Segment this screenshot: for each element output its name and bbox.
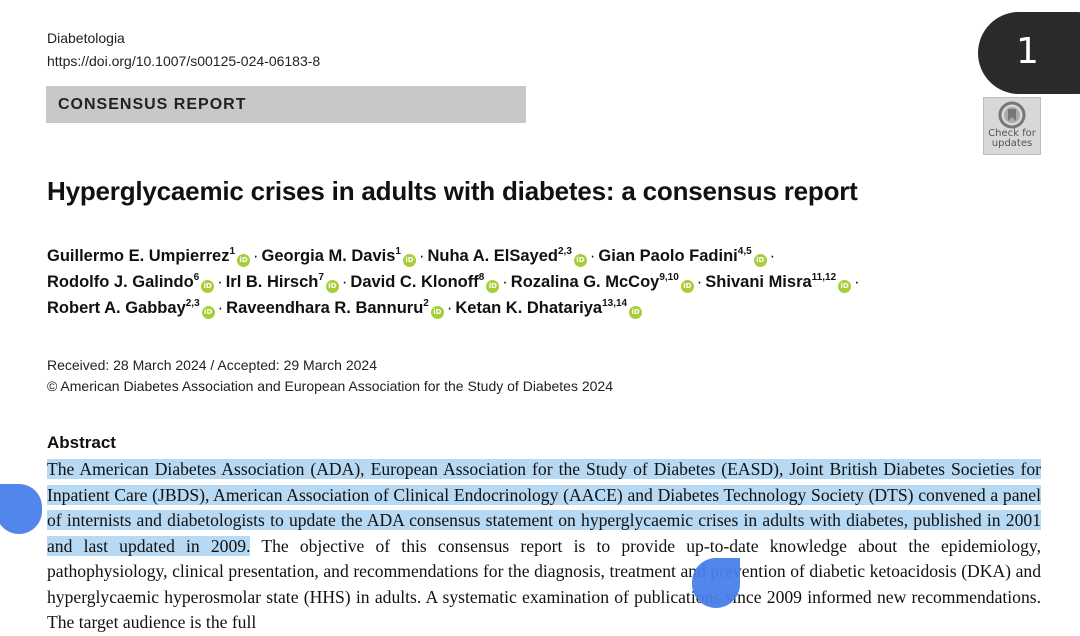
orcid-icon[interactable]: iD	[629, 306, 643, 319]
author-affiliation: 1	[229, 246, 236, 257]
orcid-icon[interactable]: iD	[430, 306, 444, 319]
author-affiliation: 13,14	[602, 298, 628, 309]
check-updates-line1: Check for	[988, 128, 1036, 139]
bookmark-ring-icon	[998, 101, 1026, 129]
author-separator: ·	[589, 247, 596, 265]
author-separator: ·	[253, 247, 259, 265]
author-label: David C. Klonoff	[350, 273, 479, 291]
author-affiliation: 6	[193, 272, 200, 283]
check-for-updates-button[interactable]: Check for updates	[983, 97, 1041, 155]
selection-end-handle[interactable]	[692, 558, 740, 608]
orcid-icon[interactable]: iD	[201, 280, 215, 293]
orcid-icon[interactable]: iD	[402, 254, 416, 267]
author-separator: ·	[418, 247, 425, 265]
author-label: Rozalina G. McCoy	[510, 273, 660, 291]
copyright-notice: © American Diabetes Association and Euro…	[47, 378, 613, 394]
author-affiliation: 1	[395, 246, 401, 257]
author-separator: ·	[769, 247, 776, 265]
author-separator: ·	[217, 273, 223, 291]
author-affiliation: 2,3	[558, 246, 572, 257]
author-affiliation: 8	[478, 272, 485, 283]
orcid-icon[interactable]: iD	[573, 254, 587, 267]
author-separator: ·	[217, 299, 224, 317]
author-label: Gian Paolo Fadini	[598, 247, 738, 265]
author-separator: ·	[696, 273, 703, 291]
author-separator: ·	[854, 273, 860, 291]
author-name: Georgia M. Davis1iD	[261, 246, 416, 267]
abstract-text[interactable]: The American Diabetes Association (ADA),…	[47, 457, 1041, 636]
doi-link[interactable]: https://doi.org/10.1007/s00125-024-06183…	[47, 53, 321, 69]
author-label: Raveendhara R. Bannuru	[226, 299, 424, 317]
author-label: Shivani Misra	[705, 273, 812, 291]
page-number-badge: 1	[978, 12, 1080, 94]
received-accepted-dates: Received: 28 March 2024 / Accepted: 29 M…	[47, 357, 377, 373]
author-name: Gian Paolo Fadini4,5iD	[598, 246, 767, 267]
author-list: Guillermo E. Umpierrez1iD · Georgia M. Dav…	[47, 243, 1047, 321]
author-name: Guillermo E. Umpierrez1iD	[47, 246, 251, 267]
author-name: David C. Klonoff8iD	[350, 272, 500, 293]
author-affiliation: 11,12	[811, 272, 837, 283]
abstract-rest-text: The objective of this consensus report i…	[47, 535, 1041, 633]
author-name: Rozalina G. McCoy9,10iD	[510, 272, 694, 293]
author-label: Guillermo E. Umpierrez	[47, 247, 230, 265]
check-updates-line2: updates	[991, 138, 1033, 149]
author-separator: ·	[502, 273, 508, 291]
author-label: Rodolfo J. Galindo	[47, 273, 194, 291]
author-label: Ketan K. Dhatariya	[455, 299, 603, 317]
author-affiliation: 9,10	[659, 272, 679, 283]
abstract-heading: Abstract	[47, 433, 116, 452]
author-separator: ·	[341, 273, 348, 291]
author-name: Robert A. Gabbay2,3iD	[47, 298, 215, 319]
orcid-icon[interactable]: iD	[201, 306, 215, 319]
orcid-icon[interactable]: iD	[237, 254, 251, 267]
author-label: Robert A. Gabbay	[47, 299, 186, 317]
selection-start-handle[interactable]	[0, 484, 42, 534]
orcid-icon[interactable]: iD	[838, 280, 852, 293]
author-name: Raveendhara R. Bannuru2iD	[226, 298, 444, 319]
author-affiliation: 2,3	[185, 298, 200, 309]
author-label: Georgia M. Davis	[261, 247, 396, 265]
author-separator: ·	[446, 299, 453, 317]
journal-name: Diabetologia	[47, 30, 125, 46]
orcid-icon[interactable]: iD	[753, 254, 767, 267]
author-name: Irl B. Hirsch7iD	[225, 272, 339, 293]
orcid-icon[interactable]: iD	[325, 280, 339, 293]
author-name: Nuha A. ElSayed2,3iD	[427, 246, 587, 267]
section-banner: CONSENSUS REPORT	[46, 86, 526, 123]
author-affiliation: 4,5	[737, 246, 752, 257]
author-affiliation: 2	[423, 298, 429, 309]
orcid-icon[interactable]: iD	[680, 280, 694, 293]
orcid-icon[interactable]: iD	[486, 280, 500, 293]
article-title: Hyperglycaemic crises in adults with dia…	[47, 176, 858, 206]
author-name: Ketan K. Dhatariya13,14iD	[455, 298, 643, 319]
author-name: Shivani Misra11,12iD	[705, 272, 852, 293]
author-affiliation: 7	[318, 272, 324, 283]
author-name: Rodolfo J. Galindo6iD	[47, 272, 215, 293]
author-label: Nuha A. ElSayed	[427, 247, 558, 265]
author-label: Irl B. Hirsch	[225, 273, 319, 291]
